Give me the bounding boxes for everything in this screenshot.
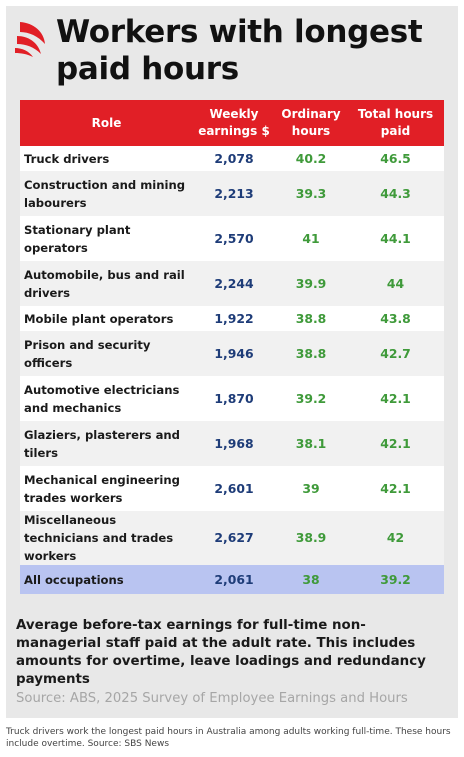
column-header-ordinary-hours: Ordinary hours: [275, 100, 347, 146]
table-row: Miscellaneous technicians and trades wor…: [20, 511, 444, 565]
table-row: Mechanical engineering trades workers 2,…: [20, 466, 444, 511]
total-row: All occupations 2,061 38 39.2: [20, 565, 444, 594]
ordinary-hours-cell: 38.9: [295, 530, 327, 545]
role-cell: Stationary plant operators: [24, 222, 131, 255]
ordinary-hours-cell: 38.1: [295, 435, 327, 451]
ordinary-hours-cell: 40.2: [295, 150, 327, 166]
table-row: Truck drivers 2,078 40.2 46.5: [20, 146, 444, 171]
earnings-cell: 1,968: [214, 435, 254, 451]
ordinary-hours-cell: 39.9: [295, 275, 327, 291]
role-cell: Mobile plant operators: [24, 311, 174, 326]
role-cell: Construction and mining labourers: [24, 177, 186, 210]
column-header-total-hours: Total hours paid: [347, 100, 444, 146]
source-line: Source: ABS, 2025 Survey of Employee Ear…: [16, 691, 408, 706]
role-cell: Miscellaneous technicians and trades wor…: [24, 513, 174, 563]
table-row: Stationary plant operators 2,570 41 44.1: [20, 216, 444, 261]
earnings-cell: 2,627: [214, 530, 254, 545]
role-cell: Automobile, bus and rail drivers: [24, 267, 185, 300]
ordinary-hours-cell: 41: [302, 230, 320, 246]
image-caption: Truck drivers work the longest paid hour…: [6, 727, 451, 749]
total-hours-cell: 44.1: [380, 230, 411, 246]
footnote: Average before-tax earnings for full-tim…: [16, 618, 426, 687]
role-cell: Mechanical engineering trades workers: [24, 472, 180, 505]
table-row: Prison and security officers 1,946 38.8 …: [20, 331, 444, 376]
table-header-row: Role Weekly earnings $ Ordinary hours To…: [20, 100, 444, 146]
column-header-weekly-earnings: Weekly earnings $: [193, 100, 275, 146]
earnings-cell: 1,870: [214, 390, 254, 406]
earnings-cell: 2,078: [214, 150, 254, 166]
total-hours-cell: 44.3: [380, 185, 411, 201]
total-hours-cell: 43.8: [380, 310, 411, 326]
ordinary-hours-cell: 38.8: [295, 345, 327, 361]
chart-title: Workers with longest paid hours: [56, 14, 423, 87]
total-hours-cell: 42.7: [380, 345, 411, 361]
table-row: Mobile plant operators 1,922 38.8 43.8: [20, 306, 444, 331]
total-hours-cell: 42.1: [380, 390, 411, 406]
ordinary-hours-cell: 39.3: [295, 185, 327, 201]
total-hours-cell: 44: [386, 275, 405, 291]
total-hours-cell: 46.5: [380, 150, 411, 166]
total-hours-cell: 42.1: [380, 435, 411, 451]
total-hours-cell: 42: [386, 530, 405, 545]
ordinary-hours-cell: 38.8: [295, 310, 327, 326]
column-header-role: Role: [20, 100, 193, 146]
ordinary-hours-cell: 39.2: [295, 390, 327, 406]
earnings-cell: 2,601: [214, 480, 254, 496]
total-hours-cell: 39.2: [380, 571, 411, 587]
ordinary-hours-cell: 39: [302, 480, 320, 496]
role-cell: Prison and security officers: [24, 337, 151, 370]
total-hours-cell: 42.1: [380, 480, 411, 496]
role-cell: All occupations: [24, 572, 124, 587]
earnings-cell: 1,946: [214, 345, 254, 361]
table-row: Automobile, bus and rail drivers 2,244 3…: [20, 261, 444, 306]
role-cell: Glaziers, plasterers and tilers: [24, 427, 180, 460]
earnings-cell: 2,570: [214, 230, 254, 246]
earnings-cell: 1,922: [214, 310, 254, 326]
earnings-cell: 2,061: [214, 571, 254, 587]
sbs-logo-icon: [15, 22, 45, 57]
role-cell: Automotive electricians and mechanics: [24, 382, 180, 415]
role-cell: Truck drivers: [24, 151, 110, 166]
table-row: Construction and mining labourers 2,213 …: [20, 171, 444, 216]
earnings-cell: 2,213: [214, 185, 254, 201]
ordinary-hours-cell: 38: [302, 571, 320, 587]
data-table: Role Weekly earnings $ Ordinary hours To…: [20, 100, 444, 594]
earnings-cell: 2,244: [214, 275, 254, 291]
table-row: Glaziers, plasterers and tilers 1,968 38…: [20, 421, 444, 466]
table-row: Automotive electricians and mechanics 1,…: [20, 376, 444, 421]
